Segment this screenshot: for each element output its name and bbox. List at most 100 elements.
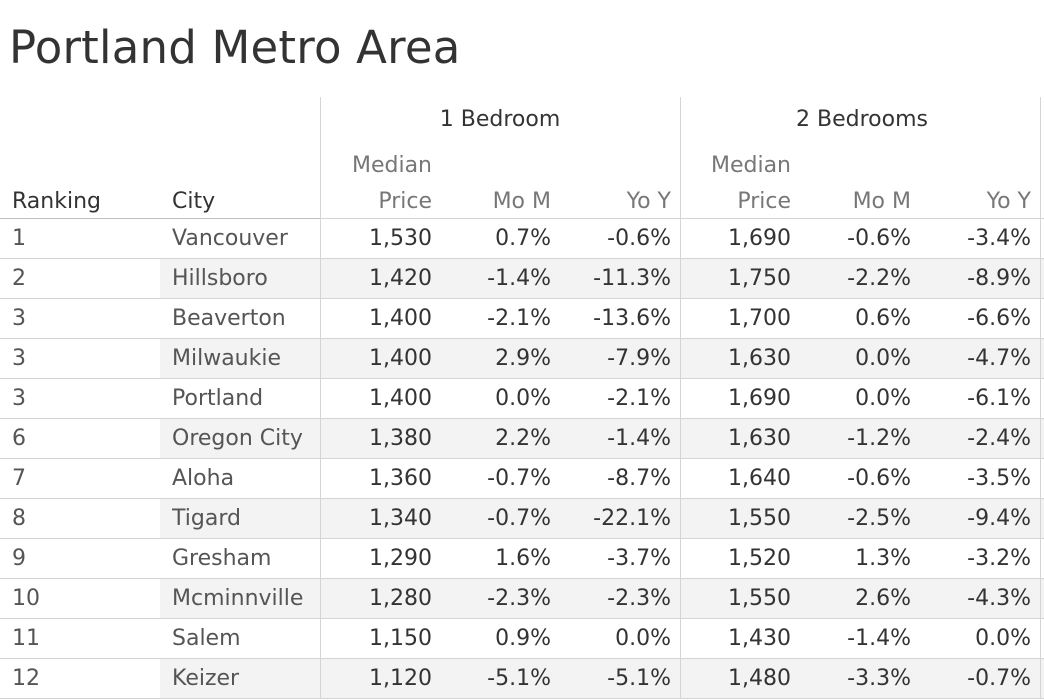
rank-cell: 3 (12, 306, 26, 331)
group-header-2-bedrooms: 2 Bedrooms (796, 107, 928, 132)
rank-cell: 6 (12, 426, 26, 451)
header-median-1br: Median (351, 153, 432, 178)
city-cell: Beaverton (172, 306, 286, 331)
row-stripe (160, 499, 1044, 539)
row-divider (0, 538, 1044, 539)
city-cell: Vancouver (172, 226, 288, 251)
row-divider (0, 698, 1044, 699)
price-2br-cell: 1,700 (728, 306, 791, 331)
yoy-1br-cell: -11.3% (593, 266, 671, 291)
rank-cell: 11 (12, 626, 40, 651)
mom-2br-cell: -1.4% (847, 626, 911, 651)
yoy-2br-cell: -4.7% (967, 346, 1031, 371)
price-1br-cell: 1,280 (369, 586, 432, 611)
city-cell: Tigard (172, 506, 241, 531)
row-divider (0, 498, 1044, 499)
rank-cell: 12 (12, 666, 40, 691)
mom-2br-cell: 0.6% (855, 306, 911, 331)
row-stripe (160, 419, 1044, 459)
mom-2br-cell: -1.2% (847, 426, 911, 451)
row-divider (0, 418, 1044, 419)
price-1br-cell: 1,340 (369, 506, 432, 531)
price-2br-cell: 1,690 (728, 226, 791, 251)
mom-1br-cell: -2.1% (487, 306, 551, 331)
yoy-1br-cell: -22.1% (593, 506, 671, 531)
yoy-1br-cell: -3.7% (607, 546, 671, 571)
mom-1br-cell: 0.9% (495, 626, 551, 651)
city-cell: Gresham (172, 546, 272, 571)
mom-2br-cell: -2.2% (847, 266, 911, 291)
city-cell: Aloha (172, 466, 235, 491)
mom-2br-cell: -2.5% (847, 506, 911, 531)
city-cell: Portland (172, 386, 264, 411)
mom-1br-cell: 0.0% (495, 386, 551, 411)
mom-1br-cell: -2.3% (487, 586, 551, 611)
price-2br-cell: 1,480 (728, 666, 791, 691)
row-stripe (160, 259, 1044, 299)
price-2br-cell: 1,630 (728, 346, 791, 371)
header-yoy-2br: Yo Y (986, 189, 1031, 214)
header-yoy-1br: Yo Y (626, 189, 671, 214)
rank-cell: 2 (12, 266, 26, 291)
yoy-2br-cell: -9.4% (967, 506, 1031, 531)
yoy-1br-cell: 0.0% (615, 626, 671, 651)
group-header-1-bedroom: 1 Bedroom (439, 107, 561, 132)
yoy-2br-cell: -3.2% (967, 546, 1031, 571)
price-1br-cell: 1,120 (369, 666, 432, 691)
rank-cell: 3 (12, 386, 26, 411)
price-2br-cell: 1,550 (728, 506, 791, 531)
row-divider (0, 258, 1044, 259)
column-divider (320, 97, 321, 699)
price-1br-cell: 1,360 (369, 466, 432, 491)
column-divider (680, 97, 681, 699)
yoy-1br-cell: -1.4% (607, 426, 671, 451)
header-ranking: Ranking (12, 189, 101, 214)
mom-1br-cell: 2.2% (495, 426, 551, 451)
row-divider (0, 658, 1044, 659)
mom-1br-cell: 2.9% (495, 346, 551, 371)
header-divider (320, 218, 1044, 219)
city-cell: Salem (172, 626, 241, 651)
row-stripe (160, 579, 1044, 619)
yoy-2br-cell: -3.4% (967, 226, 1031, 251)
price-1br-cell: 1,290 (369, 546, 432, 571)
mom-1br-cell: 0.7% (495, 226, 551, 251)
price-2br-cell: 1,690 (728, 386, 791, 411)
price-1br-cell: 1,400 (369, 306, 432, 331)
row-divider (0, 378, 1044, 379)
yoy-1br-cell: -2.1% (607, 386, 671, 411)
rank-cell: 7 (12, 466, 26, 491)
price-2br-cell: 1,630 (728, 426, 791, 451)
header-price-1br: Price (378, 189, 432, 214)
yoy-2br-cell: -6.1% (967, 386, 1031, 411)
yoy-1br-cell: -13.6% (593, 306, 671, 331)
yoy-2br-cell: 0.0% (975, 626, 1031, 651)
row-divider (0, 578, 1044, 579)
yoy-2br-cell: -4.3% (967, 586, 1031, 611)
row-stripe (160, 659, 1044, 699)
mom-1br-cell: -5.1% (487, 666, 551, 691)
header-median-2br: Median (710, 153, 791, 178)
yoy-2br-cell: -2.4% (967, 426, 1031, 451)
city-cell: Oregon City (172, 426, 303, 451)
yoy-2br-cell: -0.7% (967, 666, 1031, 691)
city-cell: Mcminnville (172, 586, 304, 611)
mom-2br-cell: 1.3% (855, 546, 911, 571)
mom-1br-cell: -0.7% (487, 506, 551, 531)
rank-cell: 3 (12, 346, 26, 371)
city-cell: Keizer (172, 666, 240, 691)
yoy-1br-cell: -2.3% (607, 586, 671, 611)
header-divider-left (0, 218, 320, 219)
row-divider (0, 618, 1044, 619)
price-2br-cell: 1,550 (728, 586, 791, 611)
yoy-2br-cell: -3.5% (967, 466, 1031, 491)
mom-2br-cell: -3.3% (847, 666, 911, 691)
price-1br-cell: 1,420 (369, 266, 432, 291)
yoy-2br-cell: -8.9% (967, 266, 1031, 291)
price-1br-cell: 1,380 (369, 426, 432, 451)
mom-1br-cell: 1.6% (495, 546, 551, 571)
row-divider (0, 338, 1044, 339)
page-title: Portland Metro Area (9, 21, 461, 74)
price-2br-cell: 1,640 (728, 466, 791, 491)
